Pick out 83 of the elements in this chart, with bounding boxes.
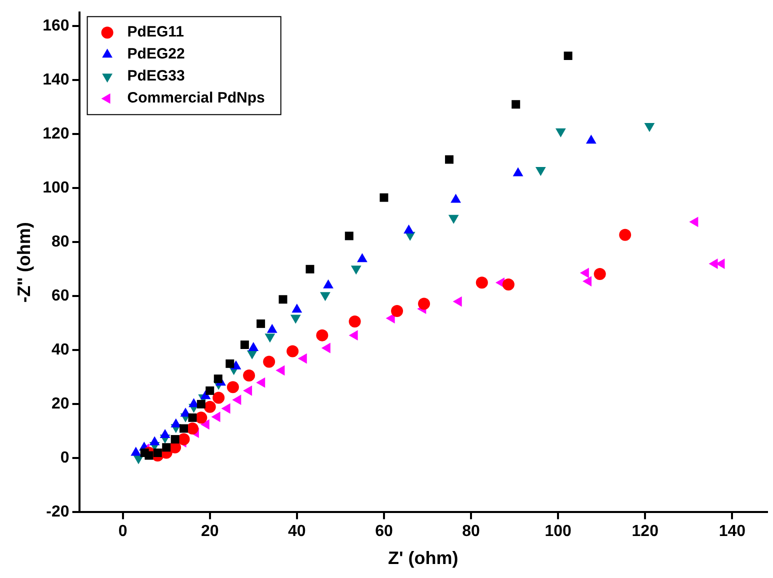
y-tick-label: 40 (52, 342, 70, 359)
point (153, 448, 162, 458)
point (256, 319, 266, 328)
point (240, 340, 249, 350)
point (298, 353, 307, 364)
y-tick-label: 60 (52, 288, 70, 305)
point (391, 305, 404, 318)
point (594, 268, 606, 280)
point (448, 214, 459, 224)
point (263, 356, 276, 368)
point (306, 264, 314, 274)
point (256, 377, 266, 388)
point (708, 258, 718, 269)
y-axis-title: -Z" (ohm) (14, 222, 34, 303)
x-tick-label: 140 (718, 523, 746, 540)
point (512, 100, 520, 109)
point (580, 268, 589, 278)
legend-label: PdEG11 (127, 24, 184, 41)
point (226, 381, 239, 394)
y-tick-label: 80 (52, 234, 70, 251)
point (502, 278, 514, 291)
x-tick-label: 20 (200, 523, 219, 540)
point (243, 385, 252, 396)
point (276, 365, 285, 376)
legend-label: PdEG33 (127, 68, 185, 85)
point (445, 155, 454, 164)
point (476, 276, 488, 289)
point (278, 295, 288, 304)
point (564, 52, 572, 60)
y-tick-label: 0 (60, 450, 70, 467)
point (195, 412, 208, 424)
legend-label: PdEG22 (127, 46, 185, 63)
point (162, 443, 171, 452)
legend-label: Commercial PdNps (127, 90, 265, 107)
point (140, 448, 149, 458)
point (248, 342, 259, 352)
point (344, 232, 354, 240)
x-tick-label: 100 (544, 523, 572, 540)
x-tick-label: 40 (288, 523, 306, 540)
point (418, 298, 430, 310)
x-axis-title: Z' (ohm) (388, 548, 458, 568)
y-tick-label: 120 (42, 126, 70, 143)
point (206, 386, 214, 395)
y-tick-label: -20 (46, 504, 70, 521)
point (243, 370, 256, 382)
point (404, 224, 414, 234)
y-tick-label: 140 (42, 72, 70, 89)
point (211, 412, 220, 422)
x-tick-label: 120 (632, 523, 659, 540)
point (286, 345, 299, 358)
x-tick-label: 60 (375, 523, 393, 540)
y-tick-label: 20 (52, 396, 70, 413)
point (226, 359, 234, 368)
point (232, 394, 242, 406)
point (380, 193, 388, 202)
point (196, 400, 206, 408)
point (348, 316, 361, 328)
point (204, 400, 216, 413)
point (200, 419, 210, 430)
point (188, 413, 197, 422)
point (290, 314, 301, 324)
point (170, 435, 180, 444)
point (452, 296, 462, 307)
point (555, 128, 566, 138)
x-tick-label: 0 (118, 523, 128, 540)
y-tick-label: 160 (42, 18, 70, 35)
point (130, 446, 142, 456)
point (221, 403, 230, 414)
point (619, 228, 632, 241)
point (689, 216, 698, 228)
point (348, 330, 358, 341)
point (214, 374, 222, 384)
point (180, 424, 188, 433)
y-tick-label: 100 (42, 180, 70, 197)
point (292, 304, 302, 313)
point (357, 253, 368, 262)
point (316, 329, 328, 342)
point (212, 392, 225, 404)
point (582, 276, 592, 286)
point (321, 342, 330, 354)
point (149, 436, 160, 446)
point (586, 134, 596, 144)
x-tick-label: 80 (462, 523, 480, 540)
